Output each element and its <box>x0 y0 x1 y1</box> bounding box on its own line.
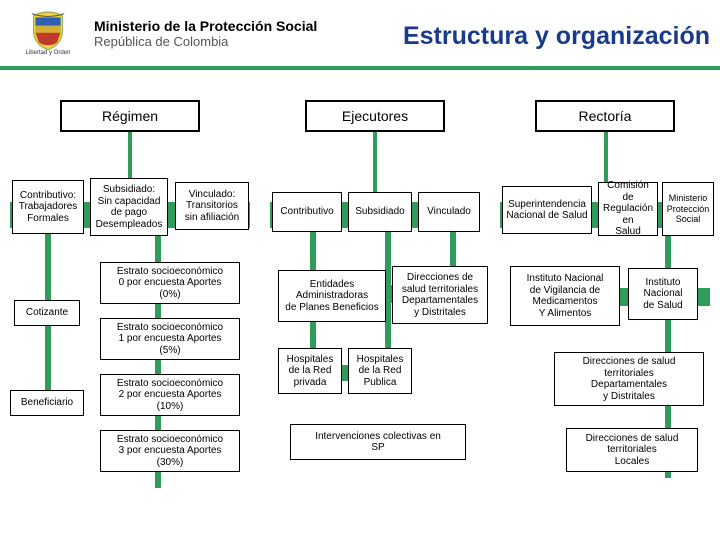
box-comision: Comisión deRegulación enSalud <box>598 182 658 236</box>
coat-of-arms: Libertad y Orden <box>8 3 88 63</box>
box-ejec-contributivo: Contributivo <box>272 192 342 232</box>
box-estrato3: Estrato socioeconómico3 por encuesta Apo… <box>100 430 240 472</box>
box-intervenciones: Intervenciones colectivas enSP <box>290 424 466 460</box>
box-vinculado-reg: Vinculado:Transitoriossin afiliación <box>175 182 249 230</box>
box-beneficiario: Beneficiario <box>10 390 84 416</box>
box-dir-loc: Direcciones de saludterritorialesLocales <box>566 428 698 472</box>
motto-text: Libertad y Orden <box>26 50 71 56</box>
box-entidades: EntidadesAdministradorasde Planes Benefi… <box>278 270 386 322</box>
box-estrato0: Estrato socioeconómico0 por encuesta Apo… <box>100 262 240 304</box>
box-instituto-vig: Instituto Nacionalde Vigilancia deMedica… <box>510 266 620 326</box>
box-estrato2: Estrato socioeconómico2 por encuesta Apo… <box>100 374 240 416</box>
box-instituto-nac: InstitutoNacionalde Salud <box>628 268 698 320</box>
box-ejec-subsidiado: Subsidiado <box>348 192 412 232</box>
header-regimen: Régimen <box>60 100 200 132</box>
diagram-canvas: Régimen Ejecutores Rectoría Contributivo… <box>0 70 720 536</box>
header: Libertad y Orden Ministerio de la Protec… <box>0 0 720 70</box>
box-cotizante: Cotizante <box>14 300 80 326</box>
header-rectoria: Rectoría <box>535 100 675 132</box>
header-ejecutores: Ejecutores <box>305 100 445 132</box>
box-super: SuperintendenciaNacional de Salud <box>502 186 592 234</box>
box-estrato1: Estrato socioeconómico1 por encuesta Apo… <box>100 318 240 360</box>
box-hosp-pub: Hospitalesde la RedPublica <box>348 348 412 394</box>
box-hosp-priv: Hospitalesde la Redprivada <box>278 348 342 394</box>
box-direcciones: Direcciones desalud territorialesDeparta… <box>392 266 488 324</box>
box-ejec-vinculado: Vinculado <box>418 192 480 232</box>
box-ministerio: MinisterioProtecciónSocial <box>662 182 714 236</box>
box-subsidiado-reg: Subsidiado:Sin capacidadde pagoDesemplea… <box>90 178 168 236</box>
page-title: Estructura y organización <box>403 22 710 51</box>
box-contributivo-reg: Contributivo:TrabajadoresFormales <box>12 180 84 234</box>
box-dir-dept: Direcciones de saludterritorialesDeparta… <box>554 352 704 406</box>
shield-icon <box>30 10 66 50</box>
